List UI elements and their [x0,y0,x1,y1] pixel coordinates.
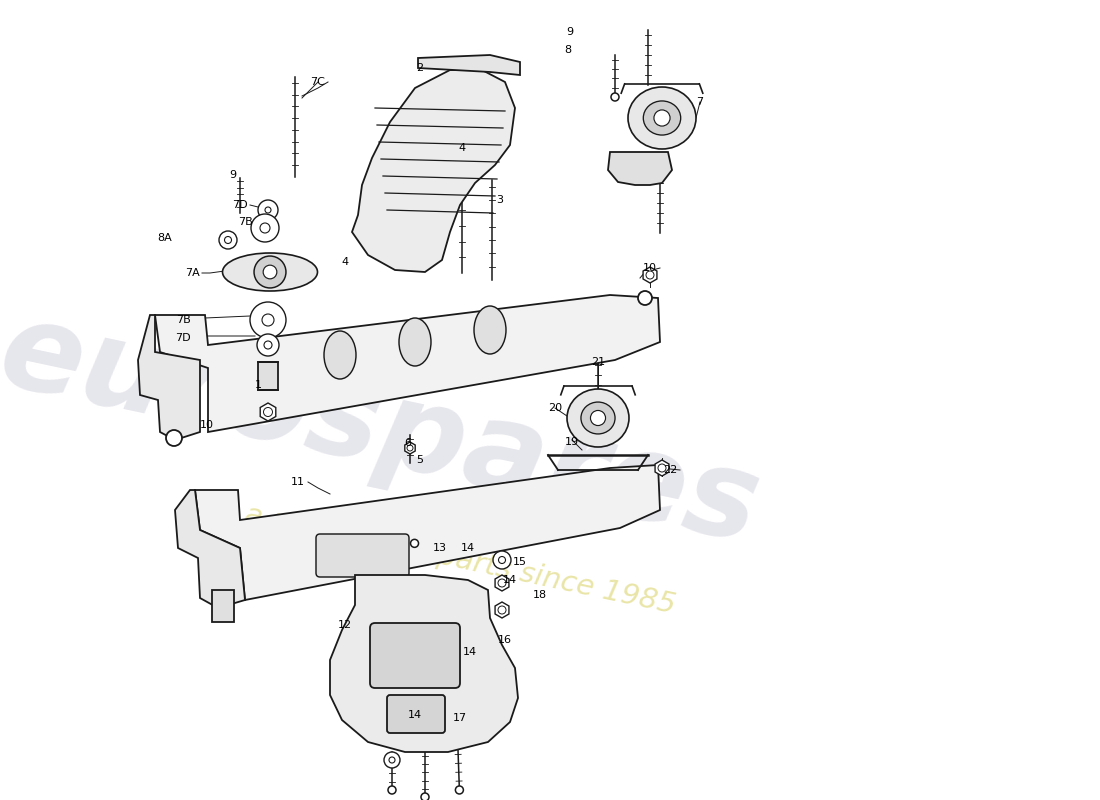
Text: 16: 16 [498,635,512,645]
Bar [212,590,234,622]
Circle shape [498,606,506,614]
Polygon shape [352,70,515,272]
Polygon shape [155,295,660,432]
Text: 8: 8 [564,45,572,55]
Polygon shape [405,442,415,454]
Polygon shape [138,315,200,440]
Circle shape [166,430,182,446]
FancyBboxPatch shape [387,695,446,733]
Text: 7B: 7B [176,315,190,325]
Text: 3: 3 [496,195,504,205]
Text: 10: 10 [644,263,657,273]
Circle shape [388,786,396,794]
Circle shape [213,599,227,613]
Polygon shape [644,267,657,283]
Polygon shape [195,465,660,600]
Ellipse shape [222,253,318,291]
Circle shape [653,110,670,126]
Text: 7D: 7D [175,333,190,343]
Circle shape [646,271,654,279]
Circle shape [591,410,605,426]
Text: 7: 7 [696,97,704,107]
Text: a passion for parts since 1985: a passion for parts since 1985 [242,501,678,619]
Circle shape [257,334,279,356]
Circle shape [250,302,286,338]
Text: 7B: 7B [238,217,252,227]
Circle shape [251,214,279,242]
Ellipse shape [474,306,506,354]
Ellipse shape [324,331,356,379]
Ellipse shape [566,389,629,447]
Text: 18: 18 [532,590,547,600]
Circle shape [421,793,429,800]
Text: 6: 6 [405,438,411,448]
Text: 9: 9 [566,27,573,37]
Text: 2: 2 [417,63,424,73]
Polygon shape [418,55,520,75]
Circle shape [264,407,273,417]
Text: 13: 13 [433,543,447,553]
Text: 10: 10 [200,420,214,430]
Text: 21: 21 [591,357,605,367]
Text: 17: 17 [453,713,468,723]
Text: 14: 14 [503,575,517,585]
Polygon shape [495,602,509,618]
FancyBboxPatch shape [316,534,409,577]
Circle shape [262,314,274,326]
Circle shape [498,579,506,587]
Circle shape [407,445,412,451]
Circle shape [389,757,395,763]
Text: 19: 19 [565,437,579,447]
Circle shape [410,539,418,547]
Ellipse shape [581,402,615,434]
Ellipse shape [399,318,431,366]
Ellipse shape [628,87,696,149]
Circle shape [260,223,270,233]
Ellipse shape [644,101,681,135]
Text: 5: 5 [417,455,424,465]
Text: 4: 4 [459,143,465,153]
Polygon shape [495,575,509,591]
Circle shape [263,265,277,279]
Circle shape [258,200,278,220]
Text: 14: 14 [461,543,475,553]
Text: 14: 14 [408,710,422,720]
Text: 11: 11 [292,477,305,487]
Text: 1: 1 [254,380,262,390]
Text: 14: 14 [463,647,477,657]
Circle shape [493,551,512,569]
Circle shape [610,93,619,101]
Circle shape [219,231,236,249]
FancyBboxPatch shape [370,623,460,688]
Circle shape [265,207,271,213]
Text: eurospares: eurospares [0,293,770,567]
Polygon shape [608,152,672,185]
Text: 4: 4 [341,257,349,267]
Text: 7A: 7A [185,268,199,278]
Circle shape [254,256,286,288]
Circle shape [498,557,506,563]
Text: 15: 15 [513,557,527,567]
Bar [258,362,278,390]
Circle shape [658,464,666,472]
Text: 9: 9 [230,170,236,180]
Text: 22: 22 [663,465,678,475]
Circle shape [224,237,231,243]
Circle shape [455,786,463,794]
Polygon shape [261,403,276,421]
Circle shape [264,341,272,349]
Polygon shape [656,460,669,476]
Text: 20: 20 [548,403,562,413]
Circle shape [638,291,652,305]
Polygon shape [175,490,245,608]
Circle shape [384,752,400,768]
Text: 7C: 7C [310,77,326,87]
Text: 8A: 8A [157,233,173,243]
Polygon shape [330,575,518,752]
Text: 7D: 7D [232,200,248,210]
Text: 12: 12 [338,620,352,630]
